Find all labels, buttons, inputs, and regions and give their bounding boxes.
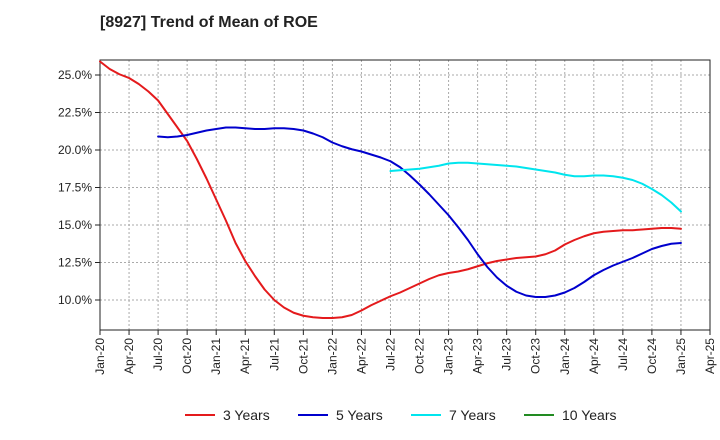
x-tick-label: Oct-21	[296, 338, 310, 374]
y-tick-label: 25.0%	[58, 68, 92, 82]
x-tick-label: Jan-25	[674, 338, 688, 375]
x-tick-label: Oct-22	[413, 338, 427, 374]
x-tick-label: Jul-21	[267, 338, 281, 371]
legend-label: 10 Years	[562, 407, 617, 423]
y-tick-label: 22.5%	[58, 106, 92, 120]
x-tick-label: Jan-22	[325, 338, 339, 375]
x-tick-label: Oct-24	[645, 338, 659, 374]
x-tick-label: Jan-20	[93, 338, 107, 375]
x-tick-label: Jul-23	[500, 338, 514, 371]
y-tick-label: 12.5%	[58, 256, 92, 270]
y-axis-ticks: 10.0% 12.5% 15.0% 17.5% 20.0% 22.5% 25.0%	[58, 68, 100, 307]
chart-title: [8927] Trend of Mean of ROE	[100, 14, 318, 31]
legend-label: 5 Years	[336, 407, 383, 423]
plot-area-border	[99, 59, 711, 331]
series-lines	[99, 60, 682, 319]
grid	[100, 60, 710, 330]
y-tick-label: 15.0%	[58, 218, 92, 232]
y-tick-label: 20.0%	[58, 143, 92, 157]
x-tick-label: Jul-20	[151, 338, 165, 371]
x-tick-label: Apr-25	[703, 338, 717, 374]
x-tick-label: Oct-20	[180, 338, 194, 374]
series-line-7-years	[389, 161, 682, 213]
x-tick-label: Jul-24	[616, 338, 630, 371]
x-tick-label: Oct-23	[529, 338, 543, 374]
x-tick-label: Apr-22	[354, 338, 368, 374]
series-line-5-years	[157, 126, 682, 298]
y-tick-label: 10.0%	[58, 293, 92, 307]
x-tick-label: Jul-22	[383, 338, 397, 371]
x-tick-label: Jan-21	[209, 338, 223, 375]
x-tick-label: Apr-20	[122, 338, 136, 374]
x-tick-label: Jan-23	[442, 338, 456, 375]
x-tick-label: Apr-23	[471, 338, 485, 374]
legend: 3 Years 5 Years 7 Years 10 Years	[185, 407, 617, 423]
x-axis-ticks: Jan-20 Apr-20 Jul-20 Oct-20 Jan-21 Apr-21 Jul-…	[93, 330, 717, 375]
x-tick-label: Jan-24	[558, 338, 572, 375]
legend-label: 3 Years	[223, 407, 270, 423]
series-line-3-years	[99, 60, 682, 319]
legend-label: 7 Years	[449, 407, 496, 423]
y-tick-label: 17.5%	[58, 181, 92, 195]
x-tick-label: Apr-24	[587, 338, 601, 374]
x-tick-label: Apr-21	[238, 338, 252, 374]
